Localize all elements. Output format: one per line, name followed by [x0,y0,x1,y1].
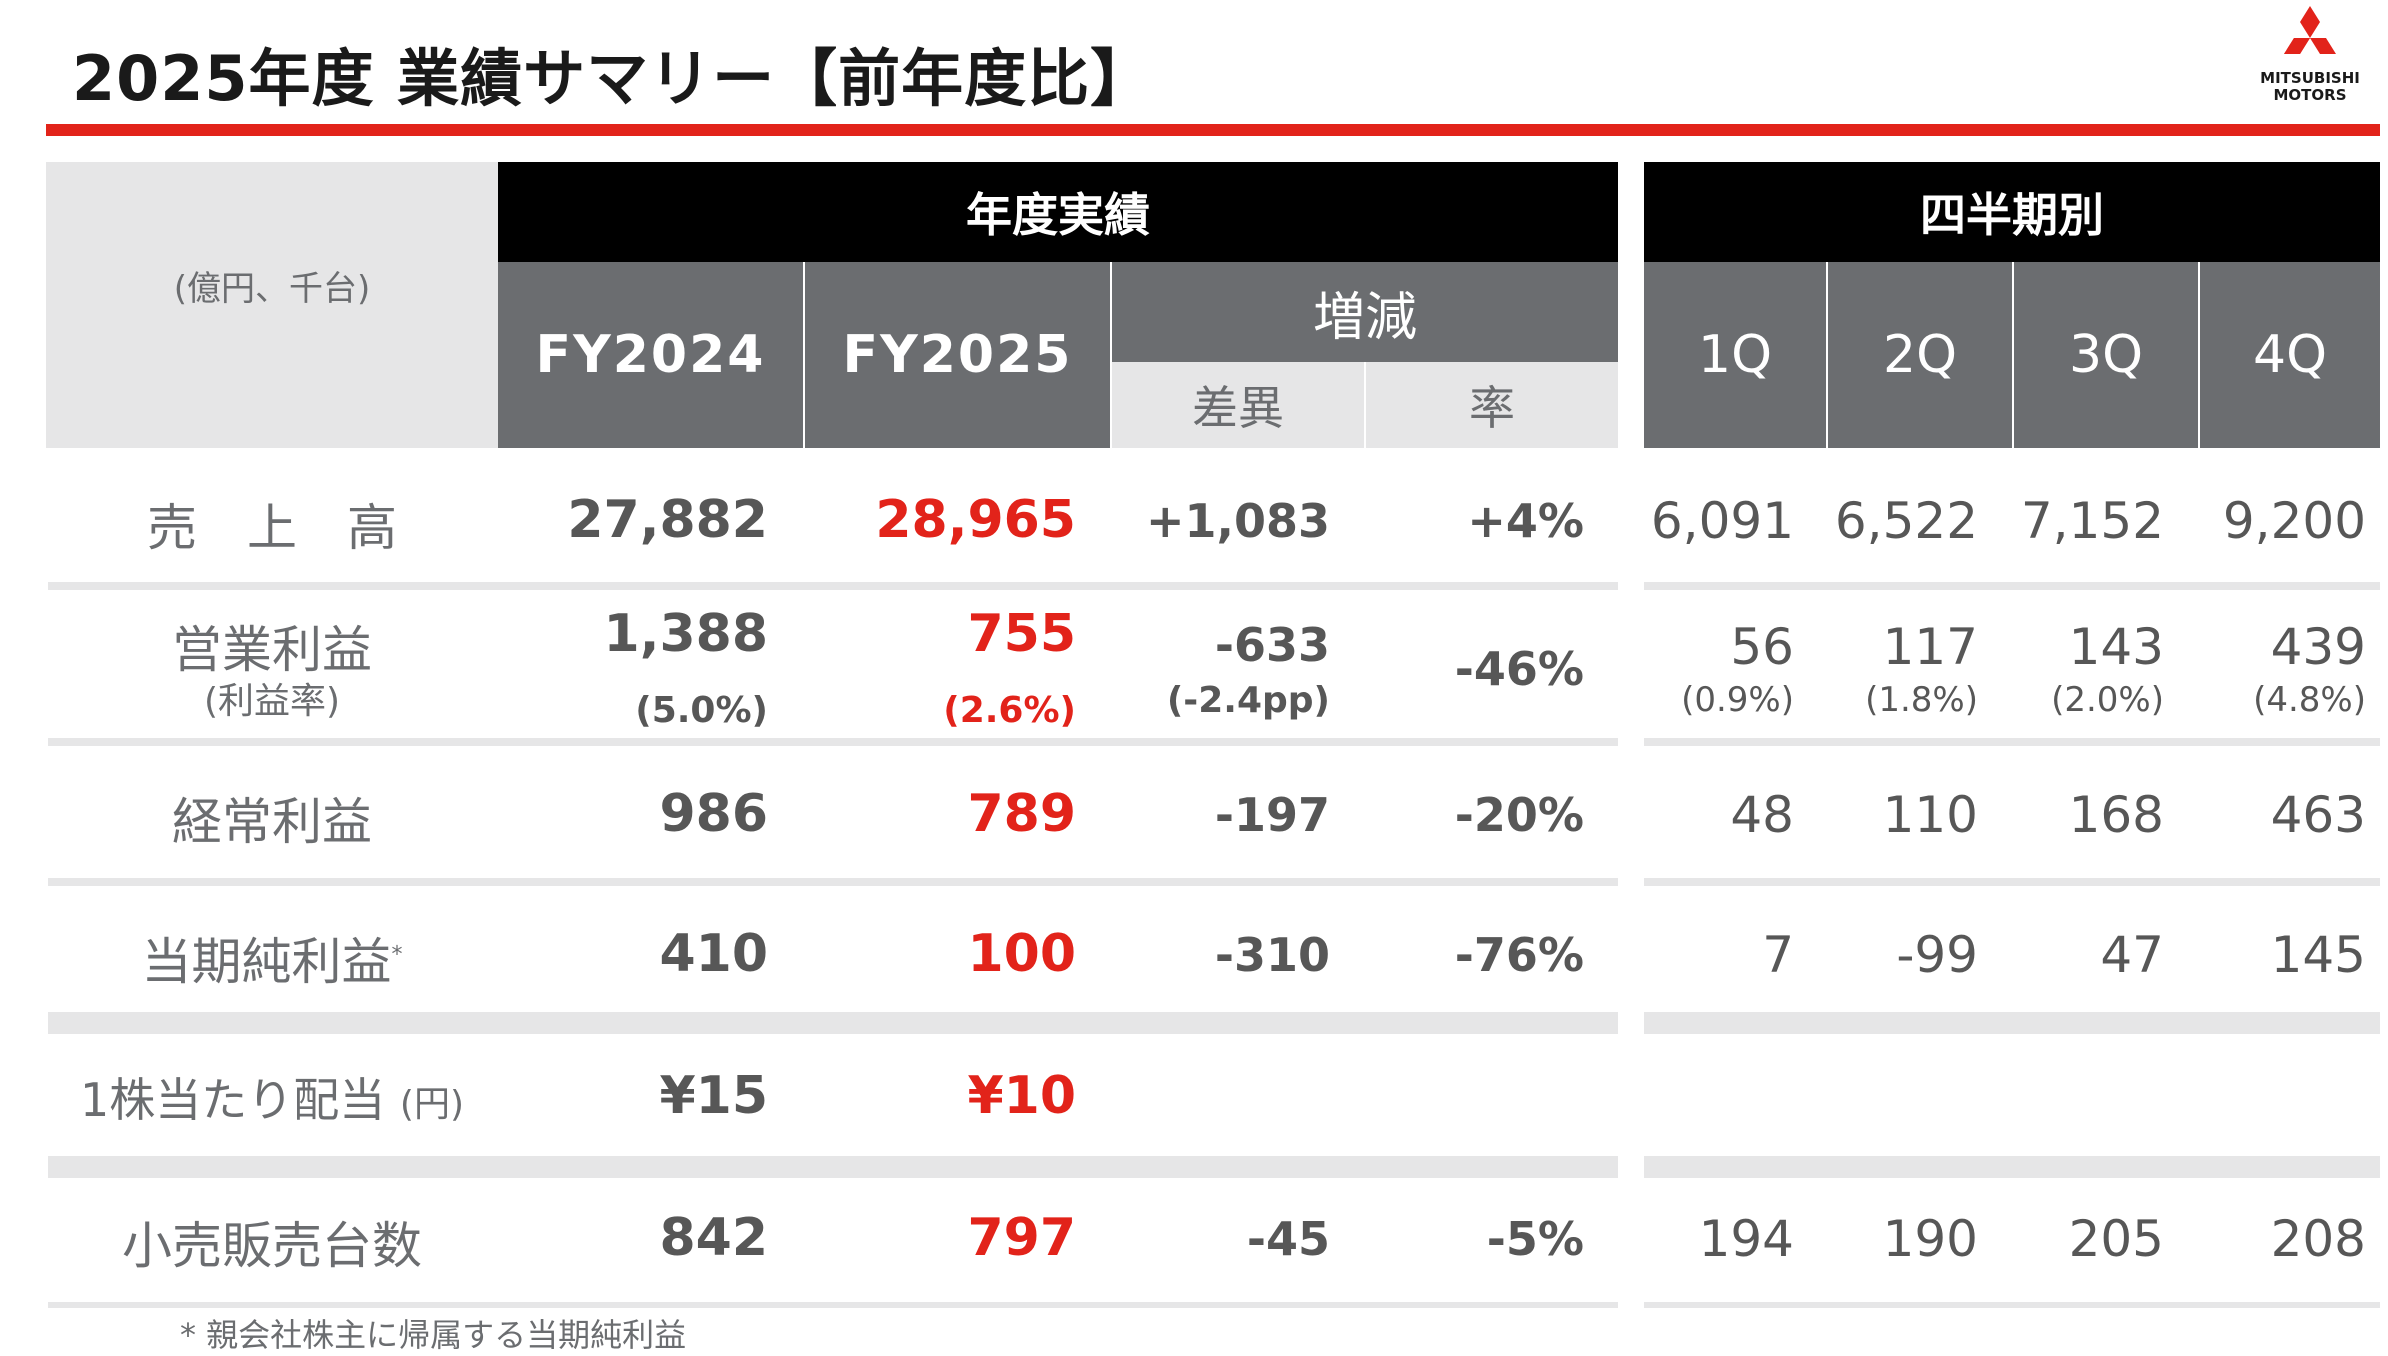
net-income-label: 当期純利益 [141,933,392,991]
ord-diff: -197 [1214,788,1330,842]
row-label-dividend: 1株当たり配当 (円) [46,1064,498,1130]
op-q3: 143 [2068,618,2164,676]
sales-diff: +1,083 [1145,494,1330,548]
op-q3-margin: (2.0%) [2051,680,2164,720]
three-diamonds-icon [2284,6,2336,54]
retail-q4: 208 [2270,1210,2366,1268]
op-margin-fy2025: (2.6%) [943,690,1076,731]
sales-rate: +4% [1467,494,1584,548]
mitsubishi-logo: MITSUBISHI MOTORS [2250,4,2370,104]
net-q3: 47 [2100,926,2164,984]
row-divider [48,582,1618,590]
title-underline [46,124,2380,136]
net-diff: -310 [1214,928,1330,982]
net-fy2025: 100 [967,924,1076,984]
row-label-net-income: 当期純利益* [46,922,498,994]
row-divider [1644,878,2380,886]
row-sublabel-margin: (利益率) [203,681,341,722]
op-q2-margin: (1.8%) [1865,680,1978,720]
net-rate: -76% [1454,928,1584,982]
op-q2: 117 [1882,618,1978,676]
row-label-operating-profit: 営業利益 [172,621,372,679]
retail-diff: -45 [1246,1212,1330,1266]
net-q1: 7 [1762,926,1794,984]
footnote: * 親会社株主に帰属する当期純利益 [180,1316,687,1354]
op-rate: -46% [1454,642,1584,696]
row-label-ordinary-profit: 経常利益 [172,793,372,851]
rate-header: 率 [1366,362,1618,448]
retail-fy2025: 797 [967,1208,1076,1268]
row-divider [48,1302,1618,1308]
retail-q1: 194 [1698,1210,1794,1268]
row-divider [48,1012,1618,1034]
change-header: 増減 [1112,262,1618,362]
dividend-label: 1株当たり配当 [80,1073,386,1127]
sales-q4: 9,200 [2222,492,2366,550]
op-diff-pp: (-2.4pp) [1166,680,1330,721]
sales-q3: 7,152 [2020,492,2164,550]
retail-fy2024: 842 [659,1208,768,1268]
retail-rate: -5% [1486,1212,1584,1266]
row-divider [48,1156,1618,1178]
retail-q2: 190 [1882,1210,1978,1268]
dividend-fy2025: ¥10 [967,1066,1076,1126]
ord-rate: -20% [1454,788,1584,842]
ord-q2: 110 [1882,786,1978,844]
op-q4: 439 [2270,618,2366,676]
row-divider [48,738,1618,746]
row-label-retail-sales: 小売販売台数 [122,1217,422,1275]
row-divider [1644,582,2380,590]
ord-q3: 168 [2068,786,2164,844]
ord-fy2025: 789 [967,784,1076,844]
logo-line1: MITSUBISHI [2260,69,2360,87]
op-q1: 56 [1730,618,1794,676]
row-divider [1644,1302,2380,1308]
net-fy2024: 410 [659,924,768,984]
ord-q1: 48 [1730,786,1794,844]
sales-fy2024: 27,882 [567,490,768,550]
row-divider [48,878,1618,886]
op-q4-margin: (4.8%) [2253,680,2366,720]
op-margin-fy2024: (5.0%) [635,690,768,731]
dividend-unit: (円) [399,1084,464,1125]
sales-q1: 6,091 [1650,492,1794,550]
fy2025-header: FY2025 [805,262,1110,448]
ord-q4: 463 [2270,786,2366,844]
row-divider [1644,1156,2380,1178]
logo-line2: MOTORS [2273,86,2347,104]
op-fy2024: 1,388 [603,604,768,664]
diff-header: 差異 [1112,362,1364,448]
sales-fy2025: 28,965 [875,490,1076,550]
q1-header: 1Q [1644,262,1826,448]
op-q1-margin: (0.9%) [1681,680,1794,720]
row-divider [1644,738,2380,746]
q2-header: 2Q [1828,262,2012,448]
net-q2: -99 [1896,926,1978,984]
row-divider [1644,1012,2380,1034]
sales-q2: 6,522 [1834,492,1978,550]
dividend-fy2024: ¥15 [659,1066,768,1126]
op-fy2025: 755 [967,604,1076,664]
net-q4: 145 [2270,926,2366,984]
footnote-mark: * [391,942,403,968]
ord-fy2024: 986 [659,784,768,844]
retail-q3: 205 [2068,1210,2164,1268]
row-label-sales: 売 上 高 [147,499,397,557]
q4-header: 4Q [2200,262,2380,448]
unit-label: (億円、千台) [46,162,498,448]
fy2024-header: FY2024 [498,262,803,448]
quarter-group-header: 四半期別 [1644,162,2380,262]
op-diff: -633 [1214,618,1330,672]
page-title: 2025年度 業績サマリー【前年度比】 [72,42,1154,115]
annual-group-header: 年度実績 [498,162,1618,262]
q3-header: 3Q [2014,262,2198,448]
